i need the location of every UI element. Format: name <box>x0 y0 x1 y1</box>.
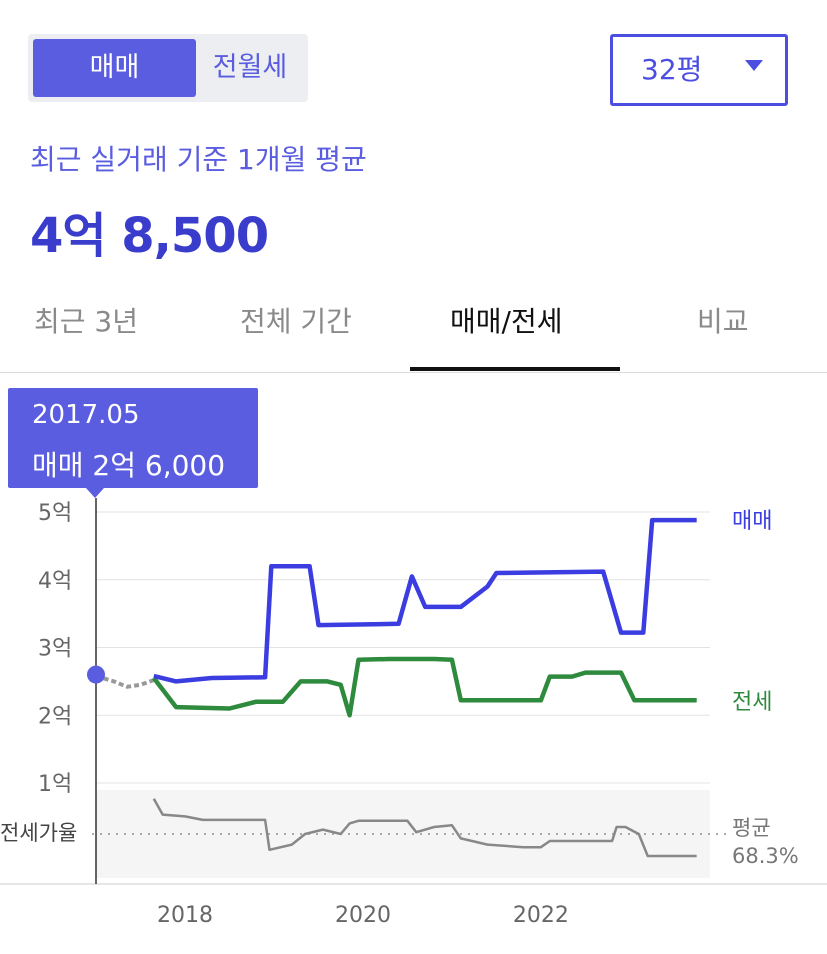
x-tick-label: 2018 <box>157 903 213 928</box>
area-size-select[interactable]: 32평 <box>610 34 788 106</box>
sale-line <box>153 517 697 684</box>
tab-sale-jeonse[interactable]: 매매/전세 <box>450 305 563 338</box>
tooltip-value: 매매 2억 6,000 <box>32 449 226 482</box>
jeonse-line <box>152 656 697 718</box>
tooltip-arrow <box>86 488 104 498</box>
ratio-band-background <box>96 790 710 878</box>
average-price: 4억 8,500 <box>30 208 269 264</box>
deal-type-toggle: 매매 전월세 <box>28 34 308 102</box>
area-size-value: 32평 <box>641 53 703 86</box>
cursor-point <box>87 665 105 684</box>
x-tick-label: 2020 <box>335 903 391 928</box>
tab-recent-3-years[interactable]: 최근 3년 <box>34 305 138 338</box>
ratio-average-value: 68.3% <box>732 844 799 868</box>
chart-tooltip: 2017.05 매매 2억 6,000 <box>8 388 258 498</box>
sale-toggle-button[interactable]: 매매 <box>33 39 196 97</box>
active-tab-indicator <box>410 367 620 371</box>
sale-series-label: 매매 <box>732 509 772 534</box>
rent-toggle-button[interactable]: 전월세 <box>212 52 288 83</box>
ratio-average-label: 평균 <box>732 816 771 840</box>
y-tick-label: 4억 <box>38 569 72 594</box>
y-tick-label: 1억 <box>38 772 72 797</box>
tab-all-period[interactable]: 전체 기간 <box>240 305 352 338</box>
y-tick-label: 2억 <box>38 704 72 729</box>
y-tick-label: 3억 <box>38 637 72 662</box>
tab-divider <box>0 372 827 373</box>
jeonse-series-label: 전세 <box>732 690 772 715</box>
x-tick-label: 2022 <box>513 903 569 928</box>
history-line <box>95 674 155 689</box>
ratio-label: 전세가율 <box>0 821 77 845</box>
price-basis-caption: 최근 실거래 기준 1개월 평균 <box>30 143 367 176</box>
tooltip-date: 2017.05 <box>32 400 140 430</box>
y-tick-label: 5억 <box>38 501 72 526</box>
ratio-line <box>152 798 697 858</box>
tab-compare[interactable]: 비교 <box>697 305 749 338</box>
chevron-down-icon <box>745 60 763 71</box>
